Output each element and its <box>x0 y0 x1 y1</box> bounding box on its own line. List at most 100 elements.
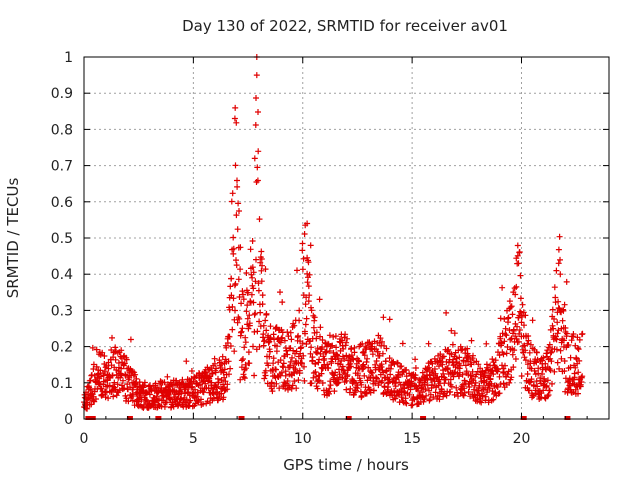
data-point <box>254 164 261 171</box>
data-point <box>240 373 247 380</box>
data-point <box>237 376 244 383</box>
zero-gap-marker <box>238 416 245 420</box>
x-axis-label: GPS time / hours <box>283 456 409 474</box>
data-point <box>508 335 515 342</box>
data-point <box>537 375 544 381</box>
data-point <box>284 351 291 358</box>
data-point <box>443 309 450 316</box>
data-point <box>93 396 99 402</box>
data-point <box>183 358 190 365</box>
data-point <box>303 294 310 301</box>
data-point <box>478 399 485 406</box>
data-gap-markers <box>85 416 571 420</box>
data-point <box>87 387 94 394</box>
data-point <box>312 361 319 367</box>
data-point <box>543 384 550 390</box>
data-point <box>541 394 548 401</box>
data-point <box>547 349 554 356</box>
data-point <box>529 317 536 324</box>
data-point <box>227 343 234 349</box>
data-point <box>429 381 436 388</box>
data-point <box>249 264 256 271</box>
data-point <box>426 364 433 371</box>
data-point <box>553 346 560 353</box>
data-point <box>383 368 390 375</box>
data-point <box>289 354 295 361</box>
data-point <box>436 376 443 383</box>
y-tick-label: 1 <box>64 50 73 66</box>
data-point <box>448 327 455 334</box>
data-point <box>187 397 194 404</box>
data-point <box>296 307 303 314</box>
data-point <box>461 377 468 384</box>
data-point <box>261 375 268 382</box>
data-point <box>543 382 550 389</box>
data-point <box>369 351 376 358</box>
data-point <box>517 295 524 302</box>
data-point <box>459 381 466 388</box>
data-point <box>327 382 334 389</box>
data-point <box>329 342 336 349</box>
data-point <box>528 376 535 383</box>
y-tick-label: 0.3 <box>51 303 73 319</box>
data-point <box>526 349 533 356</box>
data-point <box>218 361 225 368</box>
data-point <box>502 331 509 338</box>
data-point <box>354 372 361 379</box>
data-point <box>188 384 195 391</box>
data-point <box>556 365 563 372</box>
data-point <box>260 331 267 338</box>
data-point <box>561 358 568 364</box>
data-point <box>508 374 515 381</box>
data-point <box>141 379 148 386</box>
data-point <box>470 352 476 359</box>
data-point <box>268 379 275 386</box>
data-point <box>457 386 464 393</box>
data-point <box>398 363 405 370</box>
data-point <box>266 353 273 360</box>
data-point <box>247 246 254 253</box>
data-point <box>296 317 303 324</box>
data-point <box>262 367 269 374</box>
data-point <box>553 336 560 343</box>
data-point <box>123 356 130 363</box>
data-point <box>522 357 529 364</box>
x-tick-label: 5 <box>189 431 198 447</box>
data-point <box>551 368 558 375</box>
y-axis-label: SRMTID / TECUs <box>4 178 22 299</box>
data-point <box>298 344 305 351</box>
data-point <box>472 379 479 386</box>
data-point <box>439 361 446 368</box>
data-point <box>255 109 261 115</box>
data-point <box>447 388 454 395</box>
data-point <box>492 357 499 364</box>
data-point <box>540 354 547 361</box>
data-point <box>109 334 115 341</box>
data-point <box>125 398 132 405</box>
data-point <box>304 254 311 261</box>
data-point <box>227 283 234 290</box>
data-point <box>305 259 312 266</box>
data-point <box>516 249 523 256</box>
data-point <box>344 335 351 342</box>
data-point <box>241 375 248 382</box>
data-point <box>300 255 307 262</box>
chart-title: Day 130 of 2022, SRMTID for receiver av0… <box>182 17 508 35</box>
data-point <box>350 356 357 363</box>
y-tick-label: 0.9 <box>51 86 73 102</box>
data-point <box>382 358 389 365</box>
data-point <box>482 393 489 400</box>
data-point <box>270 355 277 362</box>
data-point <box>556 305 563 312</box>
data-point <box>245 349 252 356</box>
data-point <box>281 379 288 386</box>
data-point <box>448 351 455 358</box>
data-point <box>387 371 394 378</box>
data-point <box>220 394 227 401</box>
data-point <box>555 260 562 267</box>
data-point <box>242 339 249 346</box>
data-point <box>509 351 516 358</box>
data-point <box>412 375 419 382</box>
data-point <box>285 333 292 340</box>
data-point <box>252 310 259 317</box>
